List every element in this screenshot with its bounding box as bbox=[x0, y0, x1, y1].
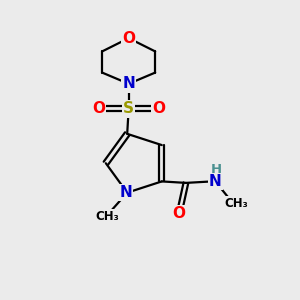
Text: O: O bbox=[172, 206, 186, 221]
Text: S: S bbox=[123, 101, 134, 116]
Text: CH₃: CH₃ bbox=[96, 210, 119, 223]
Text: CH₃: CH₃ bbox=[224, 197, 248, 210]
Text: O: O bbox=[152, 101, 165, 116]
Text: O: O bbox=[92, 101, 105, 116]
Text: O: O bbox=[122, 31, 135, 46]
Text: N: N bbox=[122, 76, 135, 91]
Text: N: N bbox=[209, 174, 222, 189]
Text: H: H bbox=[211, 163, 222, 176]
Text: N: N bbox=[119, 185, 132, 200]
